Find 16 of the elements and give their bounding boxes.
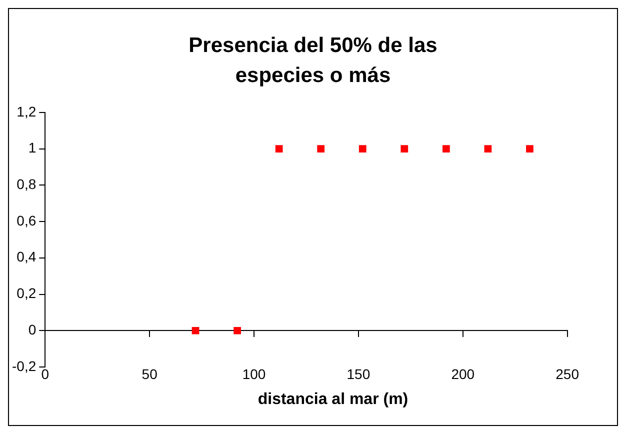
chart-title: Presencia del 50% de las especies o más <box>188 33 438 89</box>
x-tick-label: 100 <box>242 366 266 382</box>
y-tick-label: 0,6 <box>16 212 36 228</box>
x-tick-label: 250 <box>556 366 580 382</box>
y-tick-label: -0,2 <box>12 358 36 374</box>
y-tick-label: 0,4 <box>16 248 36 265</box>
y-tick-label: 0,2 <box>16 285 36 302</box>
y-tick-label: 0,8 <box>16 176 36 192</box>
y-tick-label: 0 <box>28 321 36 338</box>
x-tick-label: 50 <box>142 366 158 382</box>
x-tick-label: 200 <box>451 366 475 382</box>
x-axis-title: distancia al mar (m) <box>256 391 410 409</box>
y-tick-label: 1 <box>28 140 36 156</box>
y-tick-label: 1,2 <box>16 103 36 120</box>
x-tick-label: 0 <box>41 366 50 382</box>
x-tick-label: 150 <box>346 366 370 382</box>
